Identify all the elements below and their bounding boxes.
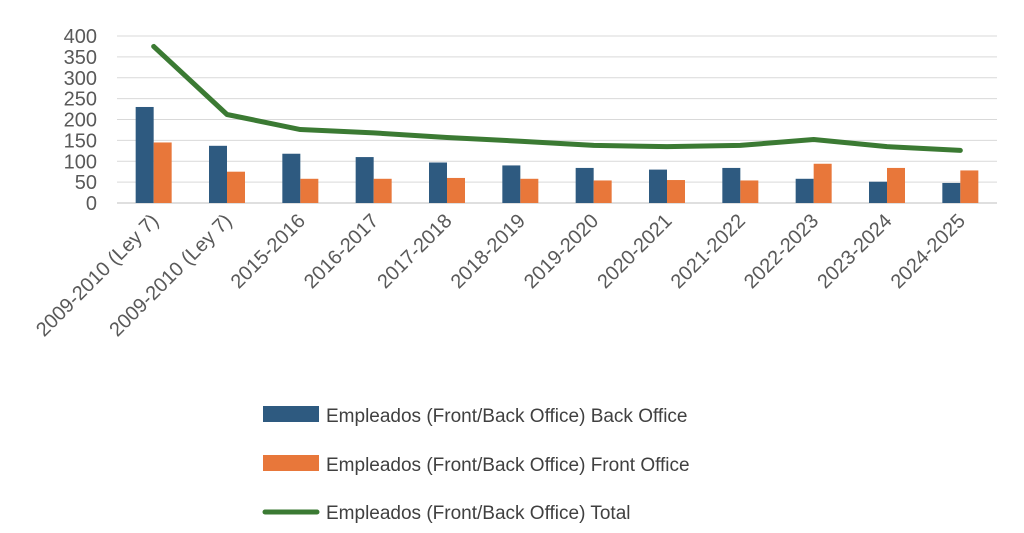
y-tick-label: 250	[64, 89, 97, 111]
x-tick-label: 2017-2018	[373, 210, 456, 293]
x-tick-label: 2023-2024	[813, 210, 896, 293]
bar-front-office	[300, 178, 319, 203]
bar-front-office	[667, 180, 685, 203]
x-tick-label: 2018-2019	[447, 210, 530, 293]
y-tick-label: 200	[64, 110, 97, 132]
bar-back-office	[869, 181, 887, 203]
legend-swatch	[263, 455, 319, 471]
y-tick-label: 50	[75, 172, 97, 194]
x-axis-ticks: 2009-2010 (Ley 7)2009-2010 (Ley 7)2015-2…	[32, 210, 970, 341]
legend-label: Empleados (Front/Back Office) Back Offic…	[326, 406, 688, 427]
y-tick-label: 150	[64, 130, 97, 152]
legend-swatch	[263, 406, 319, 422]
bar-front-office	[813, 163, 832, 203]
bar-front-office	[447, 177, 465, 203]
bar-front-office	[227, 171, 245, 203]
y-tick-label: 100	[64, 151, 97, 173]
x-tick-label: 2015-2016	[227, 210, 310, 293]
y-tick-label: 0	[86, 193, 97, 215]
bars	[135, 106, 979, 203]
total-line	[151, 43, 963, 153]
x-tick-label: 2009-2010 (Ley 7)	[32, 210, 163, 341]
y-tick-label: 400	[64, 26, 97, 48]
x-tick-label: 2022-2023	[740, 210, 823, 293]
x-tick-label: 2019-2020	[520, 210, 603, 293]
y-tick-label: 300	[64, 68, 97, 90]
bar-front-office	[740, 180, 759, 203]
bar-back-office	[942, 182, 961, 203]
x-tick-label: 2020-2021	[593, 210, 676, 293]
bar-back-office	[209, 145, 227, 203]
bar-back-office	[282, 153, 301, 203]
x-tick-label: 2021-2022	[667, 210, 750, 293]
bar-back-office	[502, 165, 521, 203]
bar-front-office	[960, 170, 979, 203]
bar-front-office	[520, 178, 539, 203]
legend-label: Empleados (Front/Back Office) Total	[326, 503, 630, 524]
bar-front-office	[373, 178, 392, 203]
bar-back-office	[135, 106, 154, 203]
bar-back-office	[429, 162, 447, 203]
bar-front-office	[593, 180, 612, 203]
bar-back-office	[575, 167, 594, 203]
x-tick-label: 2024-2025	[887, 210, 970, 293]
bar-back-office	[722, 167, 741, 203]
bar-back-office	[795, 178, 814, 203]
bar-front-office	[887, 167, 905, 203]
x-tick-label: 2016-2017	[300, 210, 383, 293]
bar-back-office	[355, 157, 374, 203]
y-tick-label: 350	[64, 47, 97, 69]
x-tick-label: 2009-2010 (Ley 7)	[105, 210, 236, 341]
legend: Empleados (Front/Back Office) Back Offic…	[262, 406, 690, 524]
line-total	[151, 43, 963, 153]
bar-front-office	[153, 142, 172, 203]
bar-back-office	[649, 169, 667, 203]
legend-label: Empleados (Front/Back Office) Front Offi…	[326, 455, 690, 476]
